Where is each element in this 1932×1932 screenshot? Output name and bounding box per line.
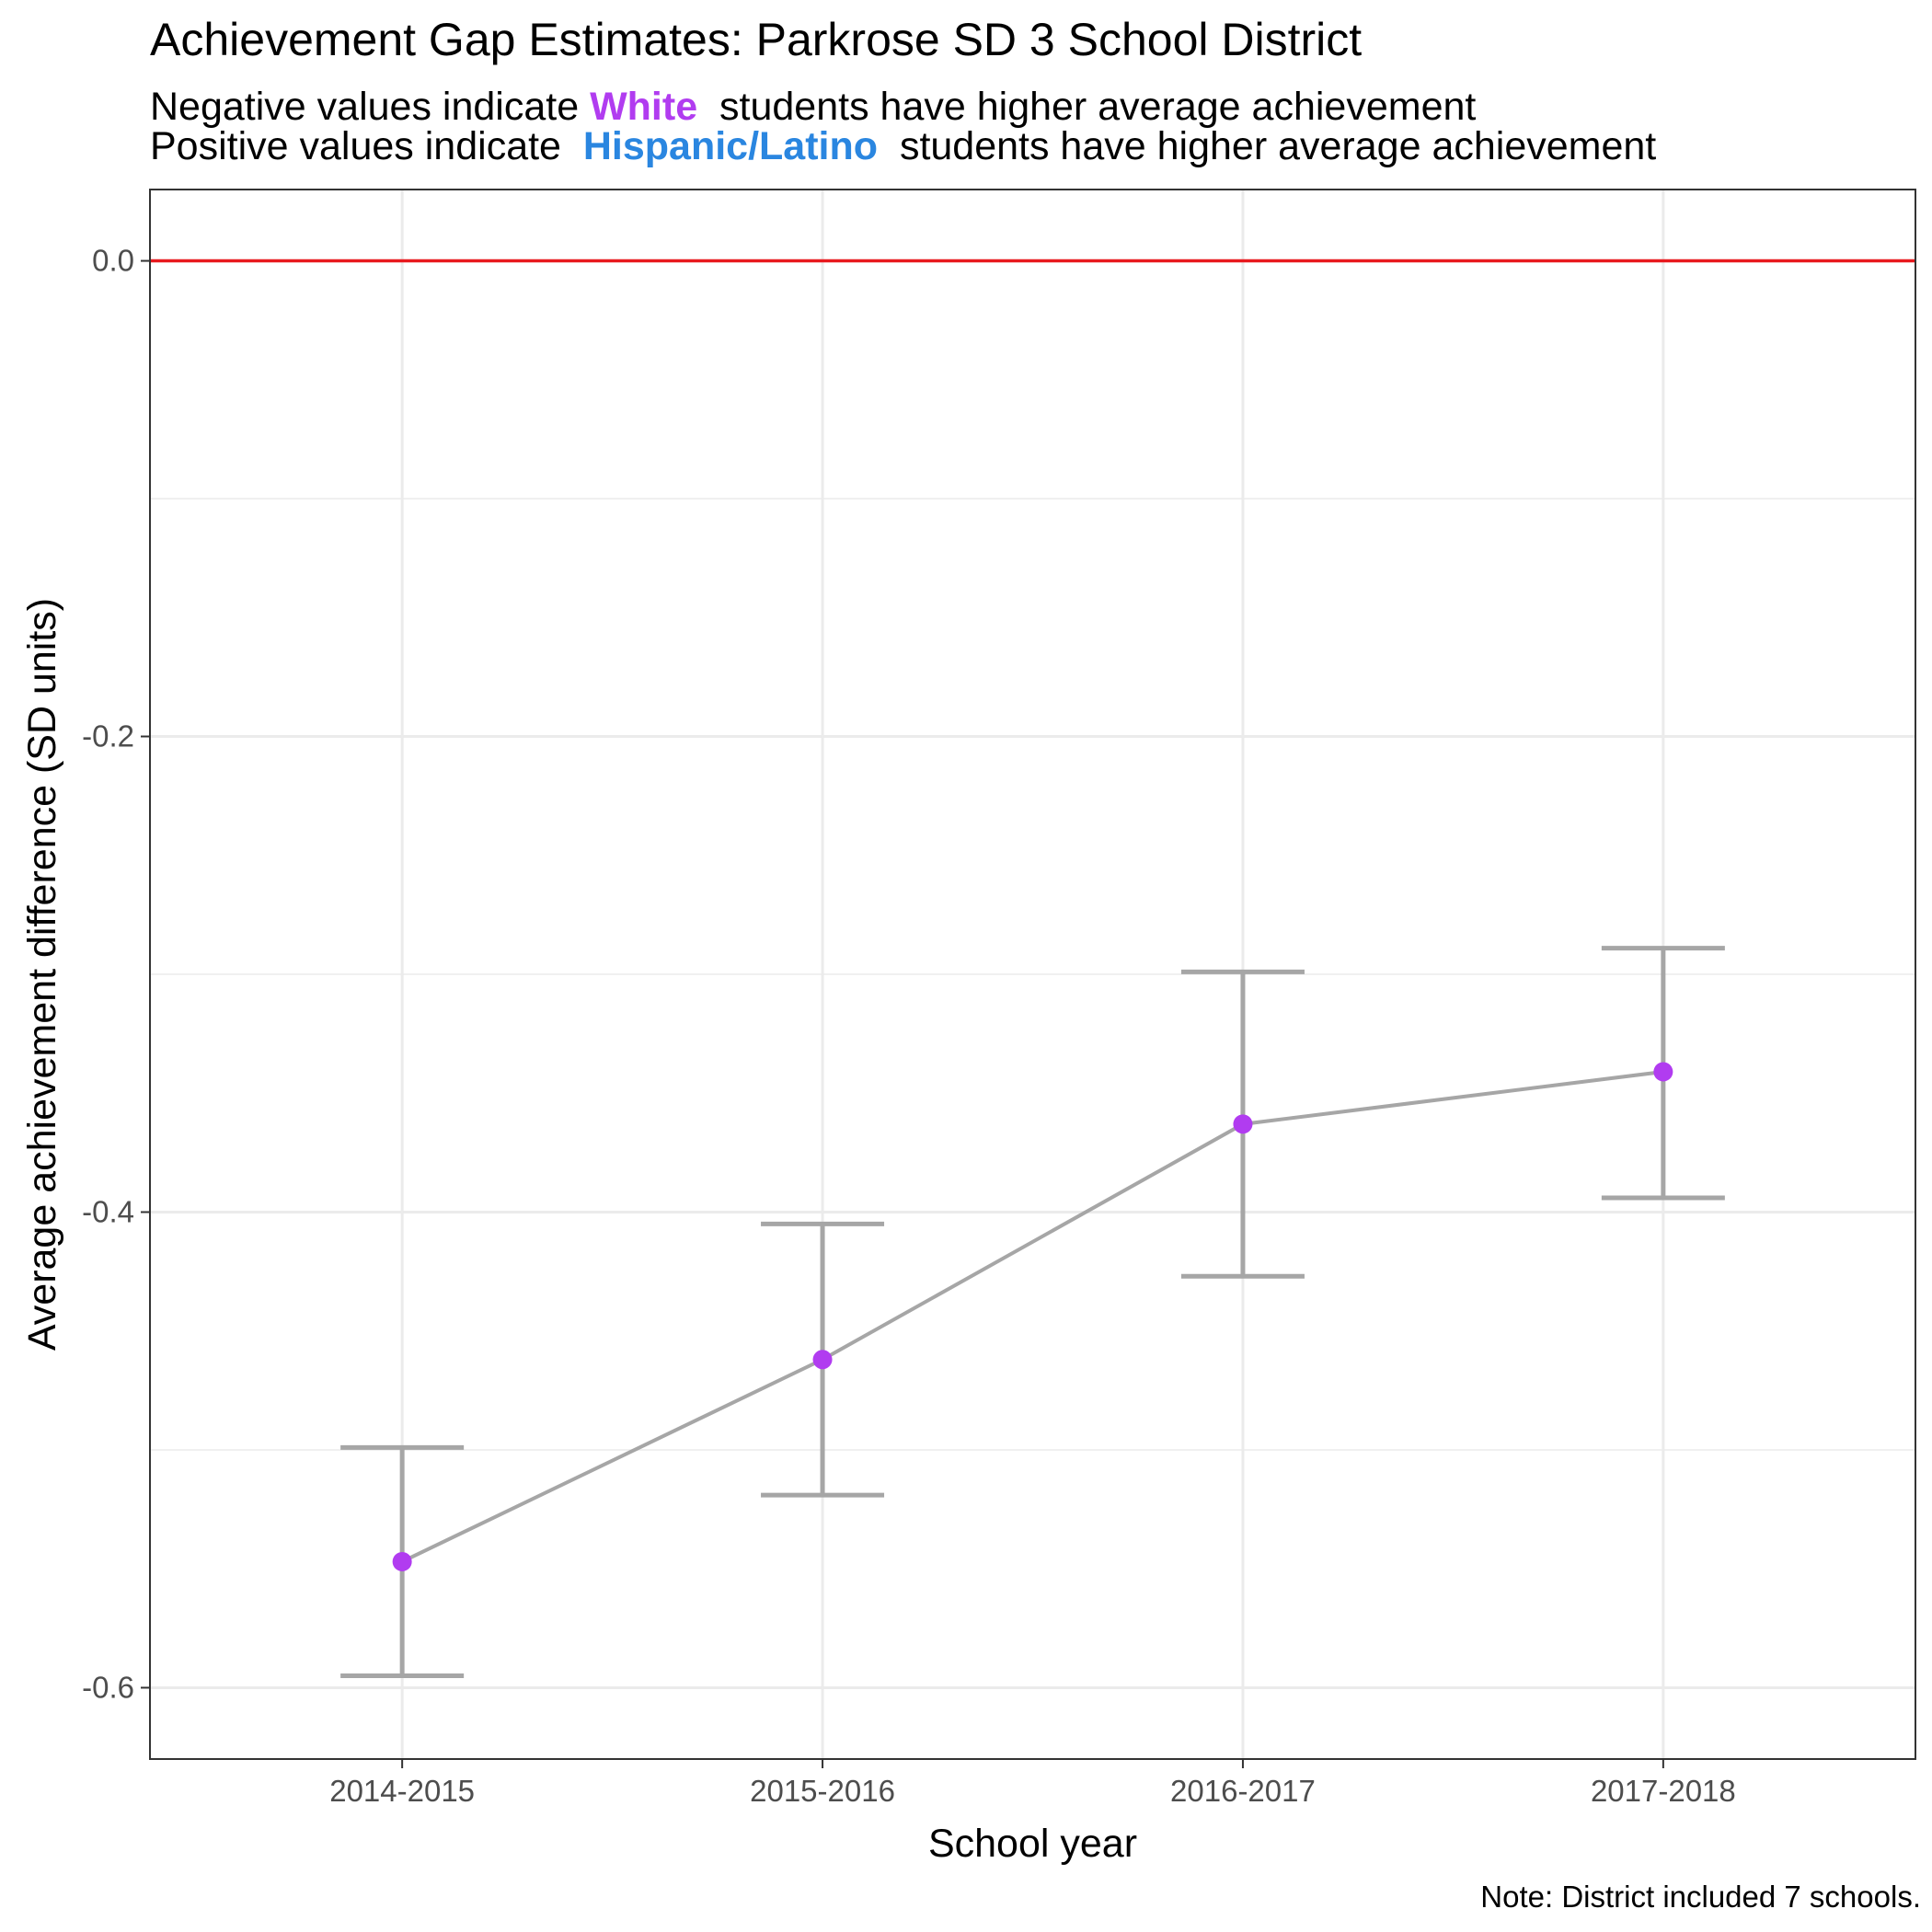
panel-border (149, 189, 1916, 1760)
subtitle-negative-suffix: students have higher average achievement (719, 85, 1477, 129)
data-point-2017-2018 (1653, 1062, 1673, 1082)
x-tick-label: 2016-2017 (1170, 1774, 1316, 1808)
data-point-2015-2016 (812, 1350, 833, 1370)
subtitle-hispanic-highlight: Hispanic/Latino (582, 124, 879, 168)
subtitle-positive-prefix: Positive values indicate (150, 124, 561, 168)
x-axis: 2014-2015 2015-2016 2016-2017 2017-2018 (329, 1759, 1736, 1808)
subtitle-positive-suffix: students have higher average achievement (899, 124, 1657, 168)
x-tick-label: 2014-2015 (329, 1774, 475, 1808)
x-tick-label: 2015-2016 (750, 1774, 895, 1808)
y-tick-label: -0.4 (82, 1194, 134, 1228)
subtitle-positive: Positive values indicate Hispanic/Latino… (150, 124, 1656, 169)
series-line (401, 1069, 1664, 1564)
x-axis-title: School year (928, 1822, 1137, 1866)
data-point-2014-2015 (392, 1551, 412, 1571)
x-tick-label: 2017-2018 (1591, 1774, 1736, 1808)
subtitle-negative-prefix: Negative values indicate (150, 85, 580, 129)
y-tick-label: -0.6 (82, 1670, 134, 1704)
data-point-2016-2017 (1233, 1114, 1253, 1134)
subtitle-negative: Negative values indicate White students … (150, 85, 1476, 130)
series-group (340, 946, 1725, 1679)
y-axis-title: Average achievement difference (SD units… (20, 598, 64, 1351)
subtitle-white-highlight: White (590, 85, 698, 129)
grid-minor (150, 498, 1915, 1451)
chart-title: Achievement Gap Estimates: Parkrose SD 3… (150, 14, 1363, 65)
y-tick-label: -0.2 (82, 719, 134, 753)
y-axis: 0.0 -0.2 -0.4 -0.6 (82, 244, 150, 1704)
y-tick-label: 0.0 (92, 244, 134, 278)
footnote: Note: District included 7 schools. (1480, 1880, 1921, 1914)
